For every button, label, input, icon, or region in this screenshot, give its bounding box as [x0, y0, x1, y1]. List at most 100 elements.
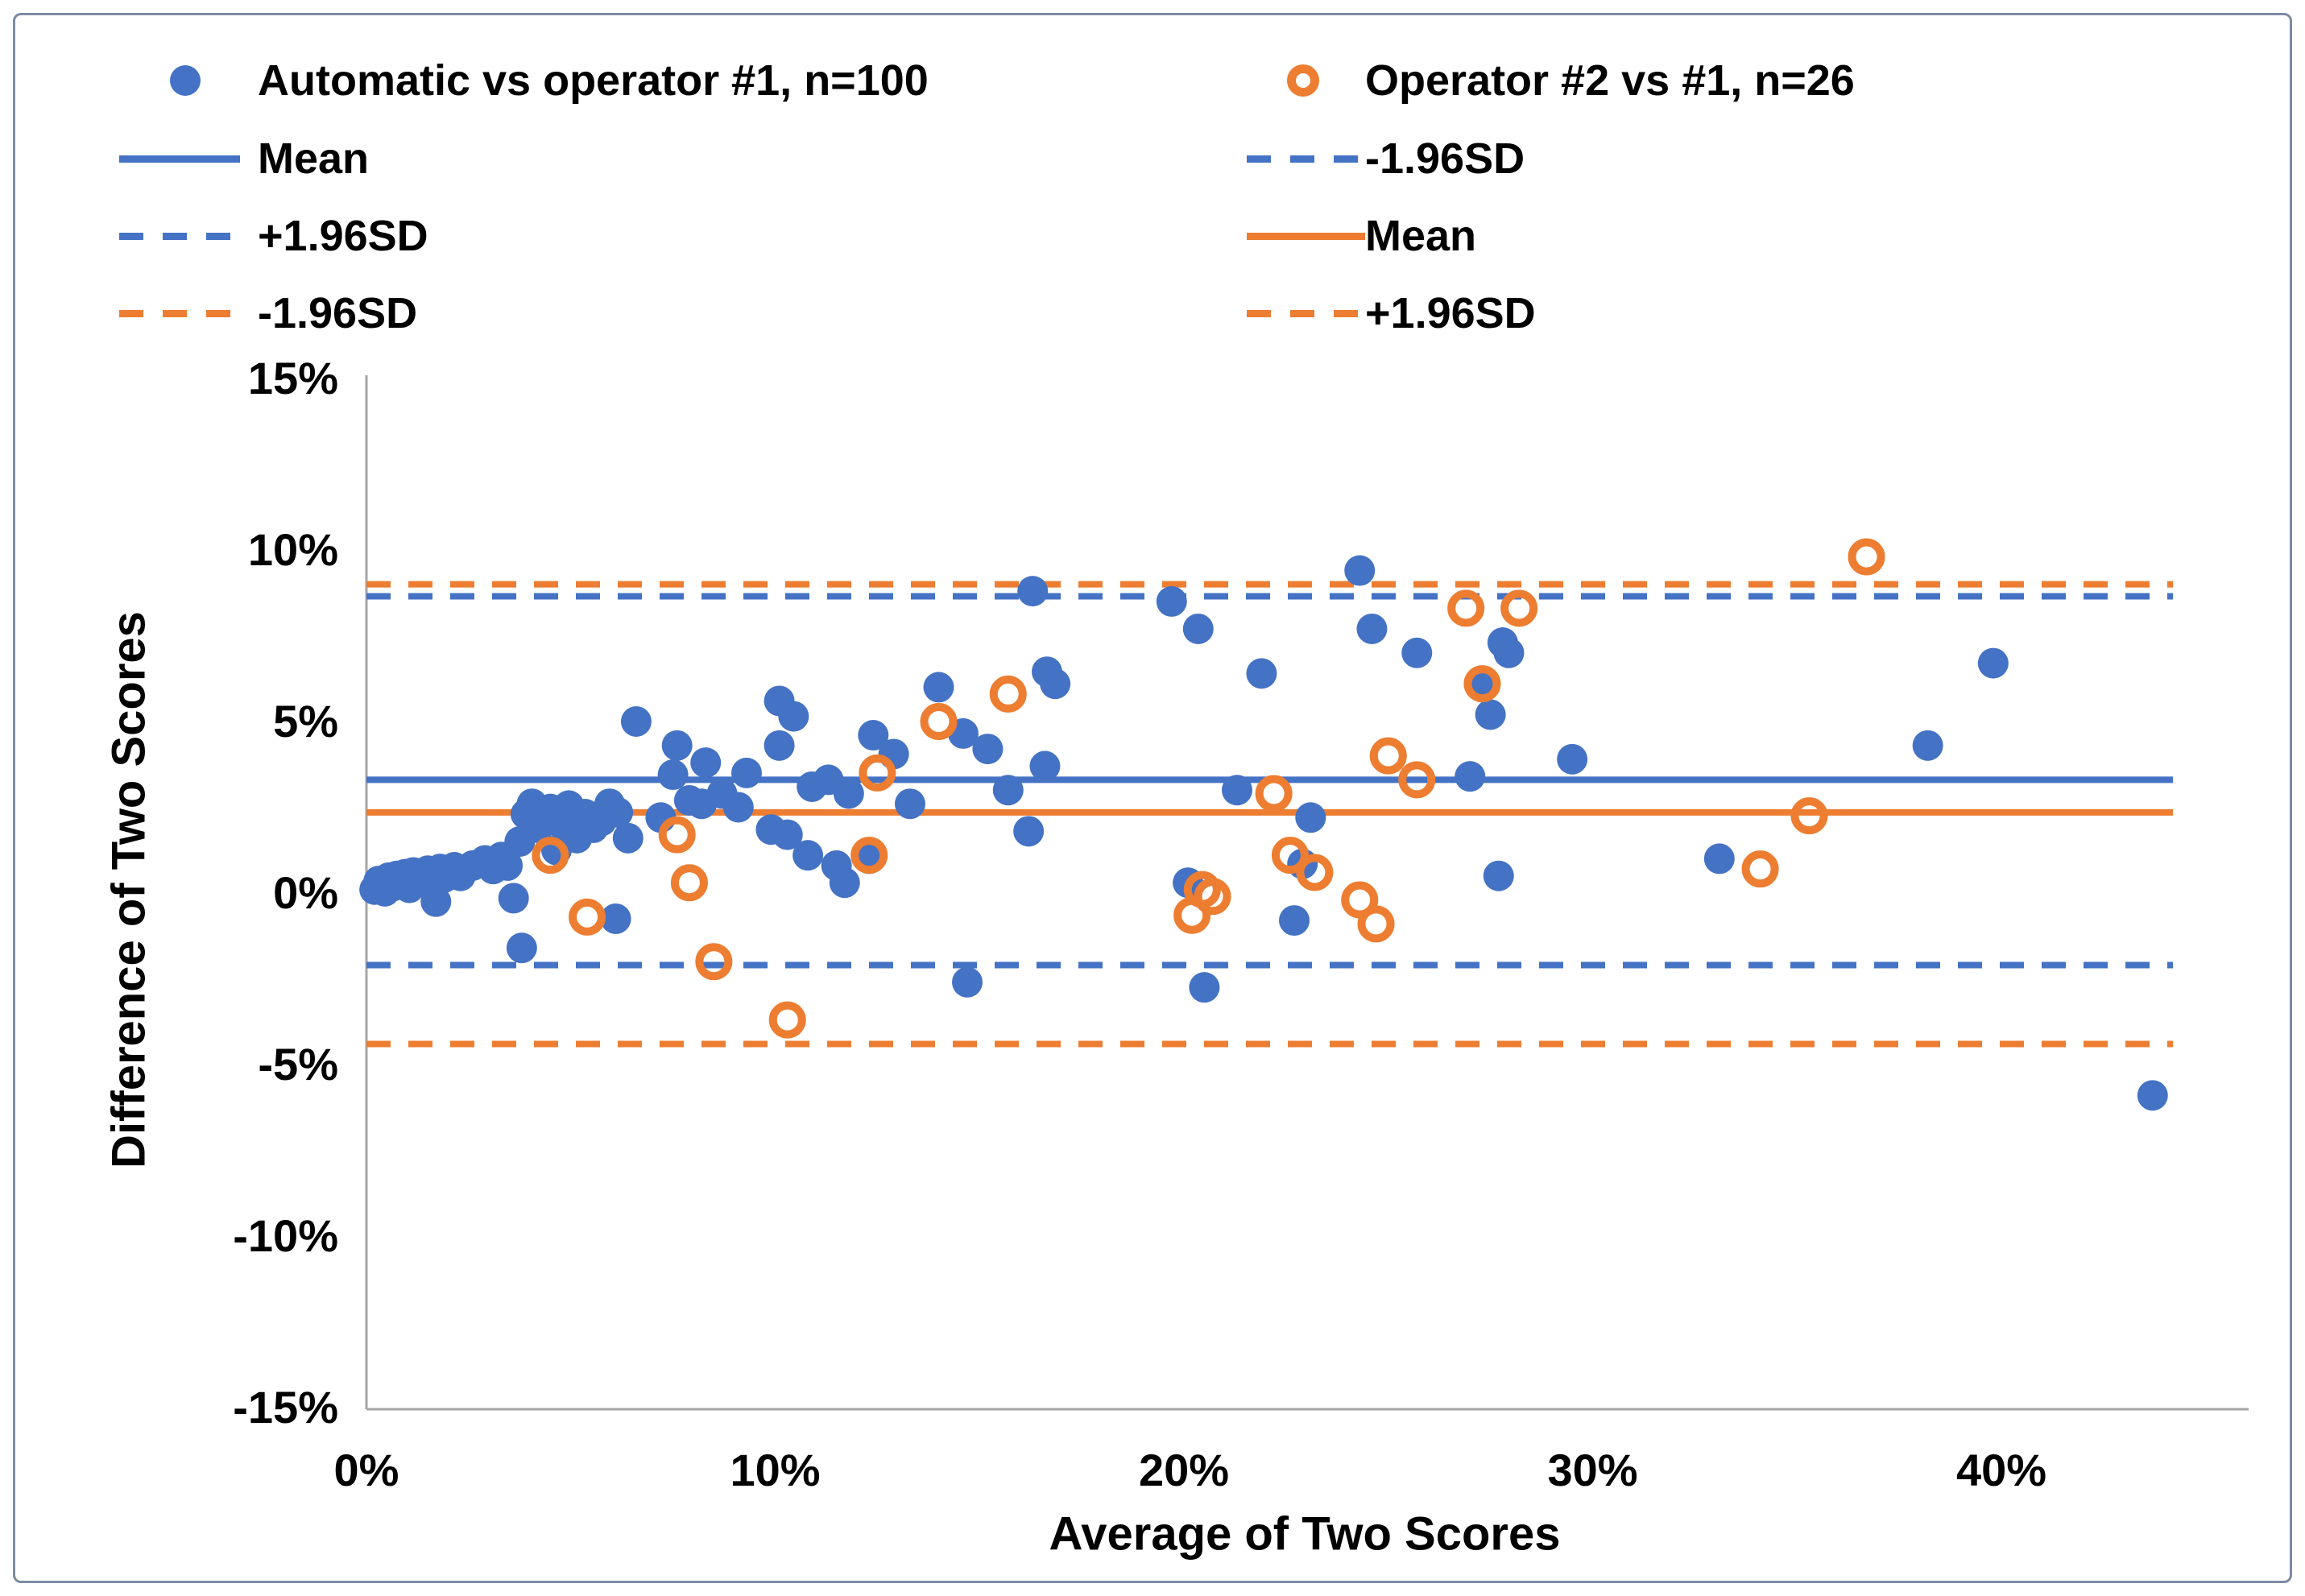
- x-tick-label: 40%: [1956, 1445, 2046, 1495]
- legend-label: -1.96SD: [258, 289, 418, 337]
- legend-item-orange-lower-sd: -1.96SD: [113, 285, 417, 341]
- data-point-blue: [1455, 761, 1486, 792]
- data-point-blue: [858, 720, 889, 751]
- data-point-blue: [602, 796, 634, 828]
- data-point-blue: [498, 883, 529, 914]
- legend-item-blue-mean: Mean: [113, 130, 369, 187]
- data-point-blue: [792, 840, 824, 871]
- data-point-orange: [1790, 797, 1828, 835]
- data-point-blue: [1557, 743, 1588, 775]
- data-point-orange: [1447, 589, 1485, 627]
- legend-item-blue-lower-sd: -1.96SD: [1240, 130, 1525, 187]
- data-point-orange: [1194, 878, 1231, 916]
- data-point-blue: [1703, 843, 1735, 874]
- legend-marker-box: [1240, 309, 1365, 317]
- data-point-orange: [920, 703, 958, 740]
- x-tick-label: 10%: [730, 1445, 820, 1495]
- y-tick-label: 15%: [248, 353, 338, 403]
- data-point-blue: [1356, 613, 1388, 644]
- data-point-blue: [1977, 647, 2009, 679]
- figure-border: [13, 13, 2292, 1583]
- data-point-blue: [600, 903, 631, 934]
- data-point-orange: [1296, 854, 1334, 891]
- legend-marker-box: [113, 309, 258, 317]
- y-tick-label: -5%: [258, 1039, 338, 1089]
- legend-label: +1.96SD: [1365, 289, 1536, 337]
- data-point-blue: [772, 819, 803, 850]
- legend-marker-box: [113, 155, 258, 163]
- data-point-blue: [2137, 1080, 2168, 1111]
- data-point-blue: [829, 867, 860, 899]
- legend-marker-box: [113, 65, 258, 96]
- data-point-blue: [1156, 585, 1187, 617]
- data-point-orange: [569, 898, 606, 936]
- data-point-orange: [859, 754, 896, 792]
- data-point-blue: [1182, 613, 1214, 644]
- data-point-orange: [850, 837, 888, 874]
- data-point-blue: [1221, 775, 1252, 806]
- data-point-blue: [894, 788, 925, 820]
- data-point-blue: [1295, 802, 1326, 833]
- data-point-blue: [620, 706, 652, 737]
- data-point-blue: [1483, 860, 1514, 891]
- dashed-line-icon: [1247, 309, 1365, 317]
- y-tick-label: 5%: [273, 696, 338, 746]
- solid-line-icon: [1247, 232, 1365, 240]
- data-point-orange: [1369, 737, 1407, 775]
- legend-marker-box: [1240, 155, 1365, 163]
- solid-line-icon: [119, 155, 240, 163]
- data-point-orange: [670, 864, 708, 902]
- data-point-orange: [1848, 538, 1885, 576]
- x-axis-title: Average of Two Scores: [1049, 1507, 1561, 1561]
- legend-label: Mean: [258, 134, 370, 183]
- data-point-orange: [1255, 775, 1293, 812]
- filled-dot-icon: [170, 65, 201, 96]
- data-point-blue: [764, 730, 795, 761]
- data-point-blue: [1029, 750, 1061, 782]
- data-point-blue: [1017, 576, 1049, 607]
- data-point-blue: [1246, 658, 1277, 689]
- data-point-blue: [992, 775, 1024, 806]
- dashed-line-icon: [119, 232, 240, 240]
- y-tick-label: 10%: [248, 524, 338, 575]
- data-point-orange: [768, 1001, 806, 1039]
- data-point-orange: [658, 816, 696, 854]
- legend-marker-box: [1240, 232, 1365, 240]
- data-point-blue: [1344, 555, 1376, 586]
- data-point-blue: [833, 778, 864, 809]
- data-point-orange: [1357, 905, 1395, 943]
- legend-marker-box: [1240, 64, 1365, 97]
- data-point-orange: [989, 675, 1027, 713]
- legend-item-series-op2: Operator #2 vs #1, n=26: [1240, 52, 1855, 109]
- data-point-blue: [657, 759, 689, 791]
- data-point-blue: [952, 966, 983, 998]
- data-point-orange: [532, 837, 569, 874]
- legend-label: Operator #2 vs #1, n=26: [1365, 56, 1855, 105]
- legend-item-orange-upper-sd: +1.96SD: [1240, 285, 1536, 341]
- data-point-blue: [492, 850, 523, 881]
- data-point-blue: [730, 757, 762, 788]
- data-point-blue: [1189, 972, 1220, 1003]
- y-tick-label: -10%: [233, 1210, 338, 1261]
- data-point-blue: [1013, 816, 1045, 847]
- x-tick-label: 30%: [1547, 1445, 1637, 1495]
- data-point-orange: [1341, 881, 1379, 919]
- y-tick-label: -15%: [233, 1382, 338, 1433]
- dashed-line-icon: [1247, 155, 1365, 163]
- data-point-blue: [506, 932, 537, 964]
- data-point-orange: [1398, 761, 1436, 799]
- legend-item-orange-mean: Mean: [1240, 208, 1476, 264]
- legend-item-series-auto: Automatic vs operator #1, n=100: [113, 52, 929, 109]
- data-point-orange: [695, 943, 733, 981]
- data-point-blue: [1912, 730, 1943, 761]
- legend-label: +1.96SD: [258, 212, 428, 260]
- data-point-blue: [690, 747, 722, 779]
- data-point-blue: [778, 701, 809, 732]
- data-point-blue: [420, 886, 452, 917]
- y-tick-label: 0%: [273, 867, 338, 918]
- x-tick-label: 0%: [334, 1445, 399, 1495]
- data-point-orange: [1741, 850, 1779, 888]
- legend-label: Mean: [1365, 212, 1477, 260]
